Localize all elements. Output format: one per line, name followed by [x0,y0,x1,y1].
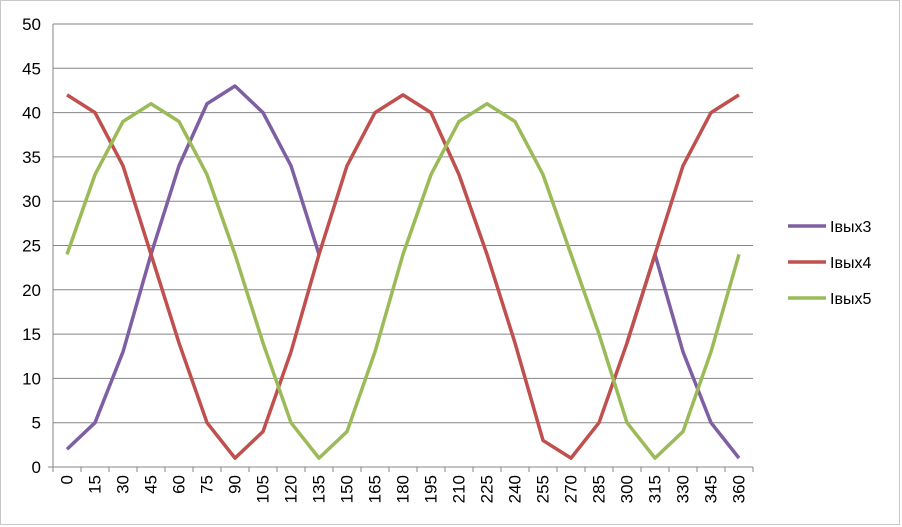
x-tick-label: 165 [366,475,385,503]
y-tick-label: 25 [22,237,41,256]
x-tick-label: 360 [730,475,749,503]
gridlines [53,23,753,424]
x-tick-label: 90 [226,475,245,494]
y-tick-label: 10 [22,369,41,388]
x-tick-label: 30 [114,475,133,494]
x-tick-label: 105 [254,475,273,503]
x-tick-labels: 0 15 30 45 60 75 90 105 120 135 150 165 180 195 210 225… [58,475,749,503]
y-tick-label: 0 [32,458,41,477]
x-tick-label: 195 [422,475,441,503]
y-tick-label: 20 [22,281,41,300]
legend-label: Iвых4 [830,255,871,272]
y-tick-label: 50 [22,15,41,34]
series-lines [65,84,741,460]
y-tick-labels: 0 5 10 15 20 25 30 35 40 45 50 [22,15,41,477]
x-tick-label: 225 [478,475,497,503]
legend-label: Iвых3 [830,219,871,236]
y-tick-label: 5 [32,414,41,433]
axes [48,24,754,472]
x-tick-label: 255 [534,475,553,503]
x-tick-label: 150 [338,475,357,503]
x-tick-label: 45 [142,475,161,494]
legend: Iвых3 Iвых4 Iвых5 [788,219,871,308]
x-tick-label: 270 [562,475,581,503]
x-tick-label: 315 [646,475,665,503]
series-line-3 [65,101,741,460]
legend-label: Iвых5 [830,291,871,308]
x-tick-label: 135 [310,475,329,503]
y-tick-label: 45 [22,59,41,78]
x-tick-label: 330 [674,475,693,503]
x-tick-label: 75 [198,475,217,494]
x-tick-label: 0 [58,475,77,484]
x-tick-label: 300 [618,475,637,503]
x-tick-label: 240 [506,475,525,503]
series-line-1 [65,84,741,460]
y-tick-label: 40 [22,104,41,123]
y-tick-label: 30 [22,192,41,211]
x-tick-label: 180 [394,475,413,503]
y-tick-label: 35 [22,148,41,167]
x-tick-label: 120 [282,475,301,503]
x-tick-label: 285 [590,475,609,503]
y-tick-label: 15 [22,325,41,344]
x-tick-label: 345 [702,475,721,503]
x-tick-label: 60 [170,475,189,494]
x-tick-label: 210 [450,475,469,503]
x-tick-label: 15 [86,475,105,494]
series-line-2 [66,93,740,460]
